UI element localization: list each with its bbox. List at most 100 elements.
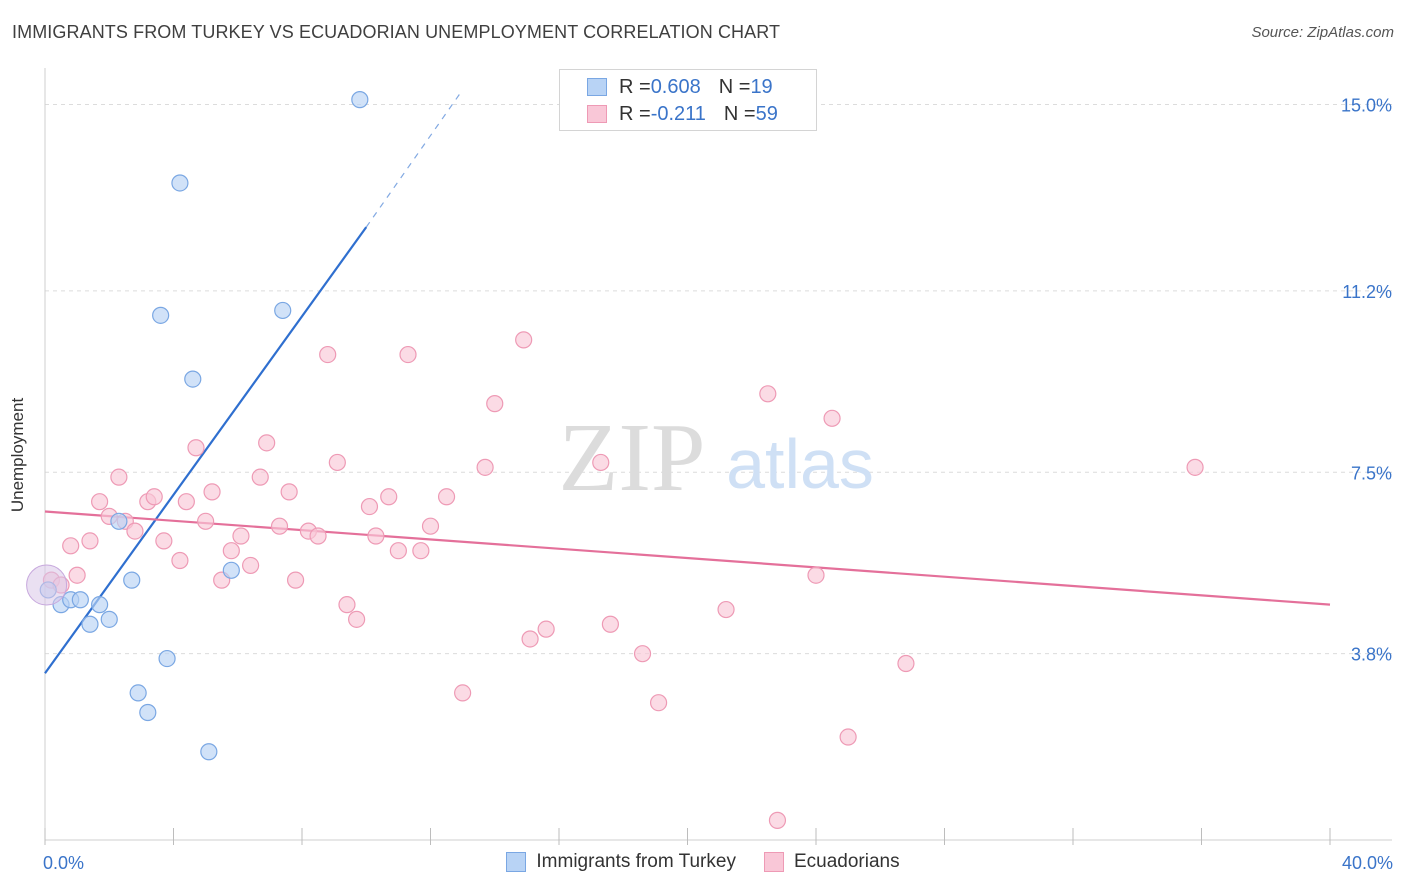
turkey-point-3 bbox=[71, 591, 89, 609]
ecuador-point-25 bbox=[280, 483, 298, 501]
turkey-point-5 bbox=[91, 596, 109, 614]
legend-item-turkey[interactable]: Immigrants from Turkey bbox=[506, 851, 736, 873]
ecuador-point-55 bbox=[823, 409, 841, 427]
ecuadorians-points bbox=[42, 331, 1204, 829]
ecuador-point-38 bbox=[412, 542, 430, 560]
ecuador-point-28 bbox=[309, 527, 327, 545]
chart-legend: Immigrants from Turkey Ecuadorians bbox=[0, 851, 1406, 873]
turkey-point-18 bbox=[351, 91, 369, 109]
y-tick-label-3: 15.0% bbox=[1341, 96, 1392, 116]
turkey-r-label: R = bbox=[619, 75, 651, 98]
ecuador-point-29 bbox=[319, 345, 337, 364]
turkey-point-16 bbox=[222, 561, 240, 579]
ecuador-r-value: -0.211 bbox=[650, 102, 706, 125]
watermark-atlas: atlas bbox=[726, 425, 874, 503]
source-credit: Source: ZipAtlas.com bbox=[1251, 24, 1394, 41]
axes bbox=[44, 68, 1392, 845]
ecuador-n-label: N = bbox=[723, 102, 756, 125]
ecuador-n-value: 59 bbox=[755, 102, 778, 125]
tick-labels: 3.8% 7.5% 11.2% 15.0% 0.0% 40.0% bbox=[43, 96, 1393, 873]
turkey-n-label: N = bbox=[718, 75, 751, 98]
ecuador-point-43 bbox=[486, 395, 504, 413]
ecuador-point-17 bbox=[203, 483, 221, 501]
ecuador-point-23 bbox=[258, 434, 276, 452]
ecuador-point-50 bbox=[649, 694, 668, 712]
legend-swatch-ecuador bbox=[763, 852, 784, 872]
ecuador-point-2 bbox=[62, 537, 80, 555]
ecuador-point-3 bbox=[68, 566, 86, 584]
y-tick-label-1: 7.5% bbox=[1351, 463, 1392, 483]
ecuador-point-20 bbox=[232, 527, 250, 545]
ecuador-point-13 bbox=[171, 551, 189, 570]
ecuador-point-57 bbox=[897, 654, 915, 673]
turkey-n-value: 19 bbox=[750, 75, 773, 98]
ecuador-point-4 bbox=[81, 532, 99, 550]
ecuador-point-37 bbox=[399, 345, 417, 364]
turkey-point-14 bbox=[184, 370, 202, 388]
correlation-stats-box: R = 0.608 N = 19 R = -0.211 N = 59 bbox=[559, 69, 817, 131]
ecuador-point-53 bbox=[768, 811, 787, 829]
ecuador-point-44 bbox=[515, 331, 533, 349]
ecuador-point-31 bbox=[338, 596, 356, 614]
gridlines bbox=[45, 104, 1392, 655]
y-tick-label-2: 11.2% bbox=[1342, 282, 1392, 302]
ecuador-point-7 bbox=[110, 468, 128, 486]
ecuador-r-label: R = bbox=[619, 102, 651, 125]
ecuador-point-21 bbox=[242, 556, 260, 575]
legend-item-ecuador[interactable]: Ecuadorians bbox=[763, 851, 900, 873]
turkey-points bbox=[26, 91, 369, 761]
turkey-point-7 bbox=[110, 512, 128, 530]
ecuador-point-54 bbox=[807, 566, 825, 584]
turkey-point-8 bbox=[123, 571, 141, 589]
ecuador-point-41 bbox=[454, 684, 472, 702]
ecuador-point-39 bbox=[421, 517, 440, 535]
watermark: ZIP atlas bbox=[559, 404, 874, 512]
ecuador-point-40 bbox=[437, 488, 456, 506]
ecuador-point-26 bbox=[286, 571, 305, 589]
ecuador-point-51 bbox=[717, 600, 735, 619]
ecuador-swatch bbox=[587, 105, 607, 123]
ecuador-point-56 bbox=[839, 728, 857, 746]
ecuador-point-5 bbox=[91, 493, 109, 511]
ecuador-point-48 bbox=[601, 615, 620, 633]
ecuador-trend-line bbox=[44, 510, 1331, 606]
ecuador-point-47 bbox=[592, 453, 610, 472]
turkey-point-13 bbox=[171, 174, 189, 192]
watermark-zip: ZIP bbox=[559, 404, 706, 512]
y-axis-label: Unemployment bbox=[8, 397, 27, 513]
ecuador-point-24 bbox=[270, 517, 289, 535]
ecuador-point-46 bbox=[537, 620, 555, 638]
ecuador-point-32 bbox=[348, 610, 366, 628]
turkey-point-17 bbox=[274, 301, 292, 320]
turkey-point-9 bbox=[129, 684, 147, 702]
legend-label-ecuador: Ecuadorians bbox=[793, 851, 900, 872]
ecuador-point-49 bbox=[633, 645, 652, 663]
ecuador-point-15 bbox=[187, 439, 205, 457]
ecuador-point-9 bbox=[126, 522, 144, 540]
ecuador-point-19 bbox=[222, 542, 240, 560]
ecuador-point-30 bbox=[328, 453, 346, 472]
ecuador-point-52 bbox=[759, 385, 777, 403]
turkey-point-12 bbox=[158, 649, 176, 668]
ecuador-point-16 bbox=[197, 512, 215, 530]
ecuador-point-11 bbox=[145, 488, 163, 506]
turkey-trend-extension bbox=[365, 89, 464, 228]
ecuador-point-58 bbox=[1186, 458, 1204, 476]
x-tick-label-min: 0.0% bbox=[43, 853, 84, 873]
ecuador-point-42 bbox=[476, 458, 494, 476]
ecuador-point-45 bbox=[521, 630, 539, 648]
x-tick-label-max: 40.0% bbox=[1342, 853, 1393, 873]
turkey-r-value: 0.608 bbox=[650, 75, 701, 98]
ecuador-point-34 bbox=[367, 527, 385, 545]
y-tick-label-0: 3.8% bbox=[1351, 645, 1392, 665]
turkey-stats-row: R = 0.608 N = 19 bbox=[560, 73, 773, 101]
ecuador-point-33 bbox=[360, 497, 379, 516]
legend-swatch-turkey bbox=[506, 852, 527, 872]
ecuador-point-12 bbox=[155, 532, 173, 550]
turkey-point-6 bbox=[100, 610, 118, 628]
turkey-point-10 bbox=[139, 703, 157, 722]
ecuador-point-36 bbox=[389, 542, 407, 560]
ecuador-stats-row: R = -0.211 N = 59 bbox=[560, 100, 778, 128]
turkey-point-4 bbox=[81, 615, 99, 633]
